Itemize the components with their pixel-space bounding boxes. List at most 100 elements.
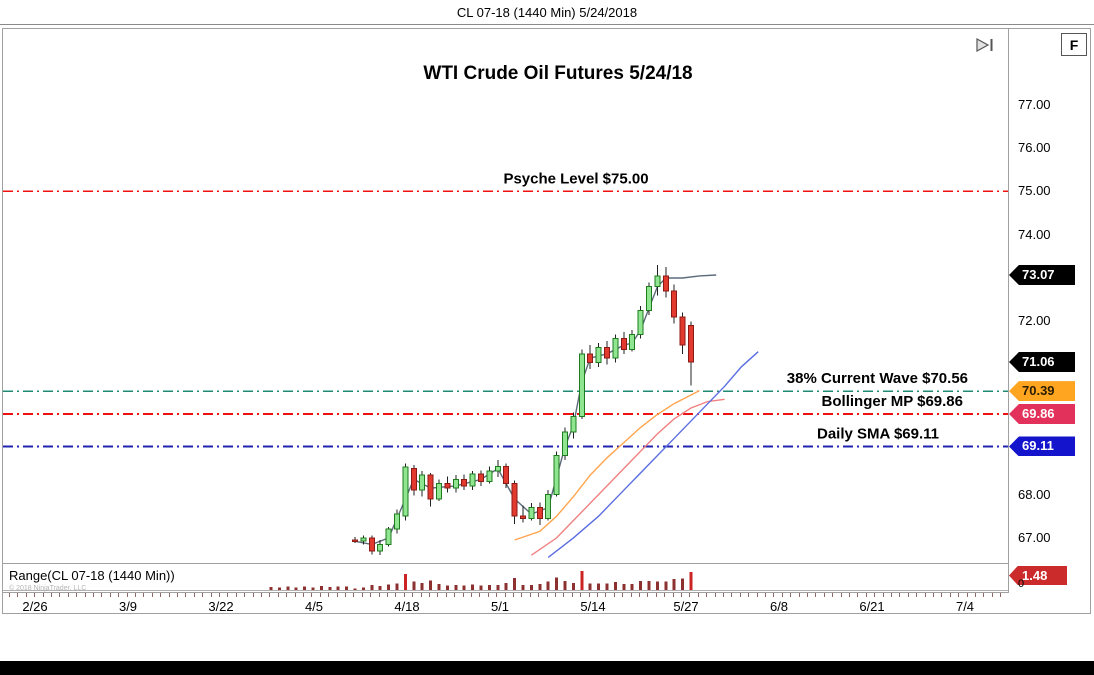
candle-up [570, 416, 577, 433]
candle-down [444, 483, 451, 489]
range-bar [269, 587, 273, 590]
date-minor-tick [143, 593, 145, 597]
range-bar [622, 584, 626, 590]
date-minor-tick [67, 593, 69, 597]
candle-down [410, 468, 417, 491]
date-minor-tick [655, 593, 657, 597]
range-bar [529, 585, 533, 590]
date-minor-tick [353, 593, 355, 597]
candle-up [494, 465, 501, 472]
date-minor-tick [177, 593, 178, 597]
range-bar [378, 585, 382, 590]
ema-fast-line [514, 389, 700, 541]
window-title-bar: CL 07-18 (1440 Min) 5/24/2018 [0, 0, 1094, 25]
main-chart-plot[interactable]: Psyche Level $75.00 38% Current Wave $70.… [3, 29, 1009, 563]
date-minor-tick [790, 593, 792, 597]
date-minor-tick [319, 593, 321, 597]
range-indicator-label: Range(CL 07-18 (1440 Min)) [9, 568, 175, 583]
range-bar [345, 586, 349, 590]
range-bar [689, 572, 693, 590]
date-minor-tick [798, 593, 800, 597]
date-minor-tick [1000, 593, 1002, 597]
range-bar [387, 584, 391, 590]
price-level-label: Bollinger MP $69.86 [822, 393, 963, 410]
date-minor-tick [773, 593, 775, 597]
date-minor-tick [168, 593, 170, 597]
date-minor-tick [84, 593, 86, 597]
candle-up [545, 494, 552, 519]
range-bar [412, 581, 416, 590]
date-minor-tick [420, 593, 422, 597]
range-panel[interactable]: Range(CL 07-18 (1440 Min)) © 2018 NinjaT… [3, 563, 1009, 592]
candle-up [595, 346, 602, 363]
date-minor-tick [286, 593, 288, 597]
chart-frame: Psyche Level $75.00 38% Current Wave $70.… [2, 28, 1091, 614]
candle-down [520, 515, 526, 519]
range-bar [639, 581, 643, 590]
date-minor-tick [882, 593, 884, 597]
date-minor-tick [370, 593, 372, 597]
date-minor-tick [865, 593, 867, 597]
candle-down [352, 539, 358, 543]
date-minor-tick [496, 593, 498, 597]
date-minor-tick [235, 593, 237, 597]
price-axis[interactable]: F 1.48 0 77.00 76.00 75.00 74.00 72.00 68.00 6… [1009, 29, 1092, 614]
date-minor-tick [756, 593, 758, 597]
candle-down [503, 465, 510, 485]
range-bar [563, 581, 567, 590]
range-bar [454, 585, 458, 590]
date-minor-tick [907, 593, 909, 597]
range-bar [429, 580, 433, 590]
range-bar [361, 587, 365, 590]
range-bar [588, 583, 592, 590]
range-bar [479, 585, 483, 590]
candle-down [688, 325, 694, 363]
range-bar [647, 581, 651, 590]
range-bar [311, 587, 315, 590]
date-minor-tick [697, 593, 699, 597]
date-minor-tick [840, 593, 842, 597]
price-tick-label: 76.00 [1018, 140, 1051, 156]
date-axis[interactable]: 2/26 3/9 3/22 4/5 4/18 5/1 5/14 5/27 6/8 6/21 7/4 [3, 592, 1009, 614]
range-bar [420, 582, 424, 590]
candle-up [452, 478, 459, 489]
range-bar [353, 588, 357, 590]
date-minor-tick [521, 593, 523, 597]
main-chart-svg[interactable]: Psyche Level $75.00 38% Current Wave $70.… [3, 29, 1008, 563]
window-title: CL 07-18 (1440 Min) 5/24/2018 [456, 4, 638, 20]
date-minor-tick [975, 593, 976, 597]
date-minor-tick [387, 593, 388, 597]
date-minor-tick [622, 593, 624, 597]
range-bar [664, 581, 668, 590]
go-to-last-bar-button[interactable] [974, 37, 996, 53]
range-bar [487, 585, 491, 590]
date-minor-tick [160, 593, 162, 597]
date-minor-tick [731, 593, 733, 597]
date-minor-tick [529, 593, 531, 597]
date-minor-tick [252, 593, 254, 597]
date-minor-tick [966, 593, 968, 597]
date-minor-tick [487, 593, 489, 597]
date-tick-label: 6/8 [769, 599, 789, 614]
candle-up [394, 513, 400, 530]
date-minor-tick [25, 593, 27, 597]
candle-up [469, 473, 476, 487]
date-minor-tick [261, 593, 262, 597]
date-minor-tick [101, 593, 103, 597]
date-minor-tick [93, 593, 94, 597]
date-minor-tick [807, 593, 808, 597]
date-minor-tick [941, 593, 943, 597]
range-bar [445, 585, 449, 590]
price-badge: 69.86 [1009, 404, 1075, 425]
date-minor-tick [630, 593, 632, 597]
date-tick-label: 6/21 [859, 599, 885, 614]
range-bar [370, 584, 374, 590]
range-bar [597, 583, 601, 590]
price-level-label: 38% Current Wave $70.56 [787, 370, 968, 387]
date-minor-tick [765, 593, 766, 597]
candle-up [436, 483, 442, 500]
range-bar [395, 583, 399, 590]
date-tick-label: 4/5 [304, 599, 324, 614]
date-minor-tick [588, 593, 590, 597]
f-key-button[interactable]: F [1061, 33, 1087, 56]
